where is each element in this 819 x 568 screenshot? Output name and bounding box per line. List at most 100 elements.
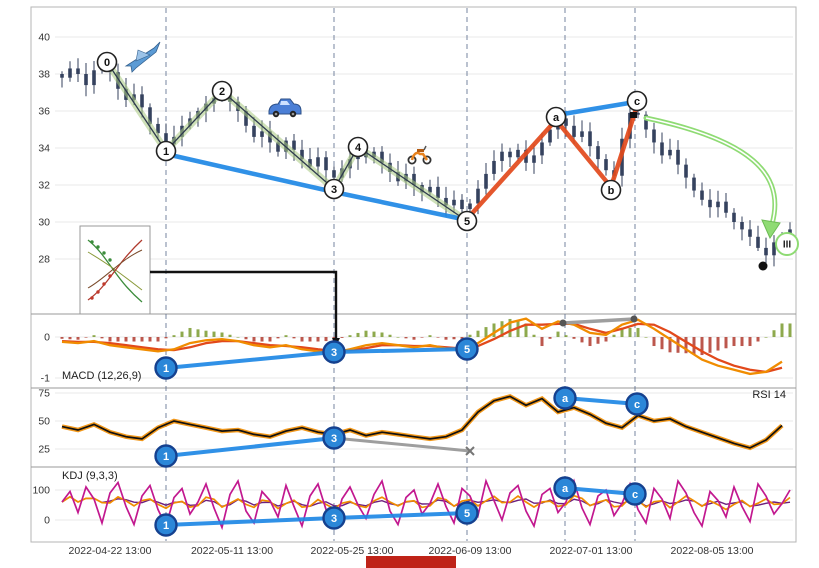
rsi-line xyxy=(61,395,783,449)
y-tick-label: -1 xyxy=(41,373,50,385)
rsi-marker-3[interactable]: 3 xyxy=(322,426,346,450)
svg-text:3: 3 xyxy=(331,433,337,445)
wave-c-square-marker xyxy=(630,112,637,118)
x-tick-label: 2022-06-09 13:00 xyxy=(429,545,512,557)
svg-text:a: a xyxy=(553,112,560,124)
abc-correction-line[interactable] xyxy=(464,103,640,222)
svg-text:a: a xyxy=(562,483,569,495)
y-tick-label: 32 xyxy=(38,180,50,192)
kdj-j-line xyxy=(61,478,791,531)
svg-text:4: 4 xyxy=(355,142,362,154)
projection-arrow[interactable] xyxy=(643,115,781,240)
y-tick-label: 38 xyxy=(38,69,50,81)
x-tick-label: 2022-05-25 13:00 xyxy=(311,545,394,557)
y-tick-label: 36 xyxy=(38,106,50,118)
x-tick-label: 2022-08-05 13:00 xyxy=(671,545,754,557)
y-tick-label: 100 xyxy=(32,485,50,497)
rsi-panel xyxy=(61,393,784,451)
y-tick-label: 40 xyxy=(38,32,50,44)
svg-text:5: 5 xyxy=(464,216,470,228)
kdj-marker-a[interactable]: a xyxy=(553,476,577,500)
macd-line xyxy=(61,317,783,376)
x-tick-label: 2022-05-11 13:00 xyxy=(191,545,273,557)
svg-text:1: 1 xyxy=(163,363,169,375)
svg-text:b: b xyxy=(608,185,615,197)
wave-marker-4[interactable]: 4 xyxy=(347,136,369,158)
scooter-icon xyxy=(407,145,432,165)
airplane-icon xyxy=(124,41,161,73)
svg-text:3: 3 xyxy=(331,347,337,359)
impulse-zigzag-line[interactable] xyxy=(104,60,469,224)
svg-text:a: a xyxy=(562,393,569,405)
macd-histogram xyxy=(60,318,792,356)
macd-panel-label: MACD (12,26,9) xyxy=(62,370,142,382)
wave-marker-3[interactable]: 3 xyxy=(323,178,345,200)
rsi-panel-label: RSI 14 xyxy=(752,389,786,401)
y-tick-label: 25 xyxy=(38,444,50,456)
scrollbar-thumb[interactable] xyxy=(366,556,456,568)
rsi-link-2[interactable] xyxy=(563,396,639,406)
macd-panel xyxy=(60,317,792,376)
trend-line-a-c[interactable] xyxy=(554,99,638,118)
wave-marker-1[interactable]: 1 xyxy=(155,140,177,162)
macd-link-1[interactable] xyxy=(559,315,638,327)
rsi-link-1[interactable] xyxy=(332,436,475,456)
candlestick-series xyxy=(60,58,792,267)
macd-link-0[interactable] xyxy=(164,347,469,370)
y-tick-label: 34 xyxy=(38,143,50,155)
car-icon xyxy=(268,98,302,118)
macd-marker-1[interactable]: 1 xyxy=(154,356,178,380)
kdj-k-line xyxy=(61,494,791,511)
svg-text:1: 1 xyxy=(163,146,169,158)
rsi-marker-a[interactable]: a xyxy=(553,386,577,410)
wave-dashed-gridlines xyxy=(165,8,636,541)
y-tick-label: 0 xyxy=(44,515,50,527)
kdj-marker-1[interactable]: 1 xyxy=(154,513,178,537)
y-tick-label: 50 xyxy=(38,416,50,428)
y-tick-label: 75 xyxy=(38,388,50,400)
svg-text:1: 1 xyxy=(163,520,169,532)
macd-marker-3[interactable]: 3 xyxy=(322,340,346,364)
y-tick-label: 0 xyxy=(44,332,50,344)
wave-III-marker[interactable]: III xyxy=(775,232,799,256)
wave-marker-a[interactable]: a xyxy=(545,106,567,128)
y-tick-label: 30 xyxy=(38,217,50,229)
callout-connector xyxy=(150,270,338,340)
rsi-link-0[interactable] xyxy=(164,436,336,458)
kdj-link-0[interactable] xyxy=(164,511,469,527)
x-tick-label: 2022-07-01 13:00 xyxy=(550,545,633,557)
projection-end-dot xyxy=(758,261,768,271)
svg-text:c: c xyxy=(634,96,640,108)
svg-text:III: III xyxy=(783,240,792,251)
wave-marker-5[interactable]: 5 xyxy=(456,210,478,232)
svg-text:c: c xyxy=(632,489,638,501)
svg-text:3: 3 xyxy=(331,184,337,196)
macd-marker-5[interactable]: 5 xyxy=(455,337,479,361)
kdj-panel xyxy=(61,478,791,531)
kdj-marker-c[interactable]: c xyxy=(623,482,647,506)
svg-text:c: c xyxy=(634,399,640,411)
rsi-marker-c[interactable]: c xyxy=(625,392,649,416)
wave-marker-b[interactable]: b xyxy=(600,179,622,201)
figure-border xyxy=(30,6,797,543)
svg-text:0: 0 xyxy=(104,57,110,69)
svg-text:5: 5 xyxy=(464,344,470,356)
svg-text:3: 3 xyxy=(331,513,337,525)
svg-text:5: 5 xyxy=(464,508,470,520)
wave-marker-2[interactable]: 2 xyxy=(211,80,233,102)
svg-text:2: 2 xyxy=(219,86,225,98)
svg-text:1: 1 xyxy=(163,451,169,463)
kdj-link-1[interactable] xyxy=(563,486,637,496)
x-tick-label: 2022-04-22 13:00 xyxy=(69,545,152,557)
wave-marker-0[interactable]: 0 xyxy=(96,51,118,73)
x-axis: 2022-04-22 13:00 2022-05-11 13:00 2022-05-… xyxy=(69,545,754,557)
rsi-marker-1[interactable]: 1 xyxy=(154,444,178,468)
wave-marker-c[interactable]: c xyxy=(626,90,648,112)
kdj-panel-label: KDJ (9,3,3) xyxy=(62,470,118,482)
kdj-marker-5[interactable]: 5 xyxy=(455,501,479,525)
kdj-marker-3[interactable]: 3 xyxy=(322,506,346,530)
kdj-cross-inset-image xyxy=(79,225,151,315)
y-tick-label: 28 xyxy=(38,254,50,266)
